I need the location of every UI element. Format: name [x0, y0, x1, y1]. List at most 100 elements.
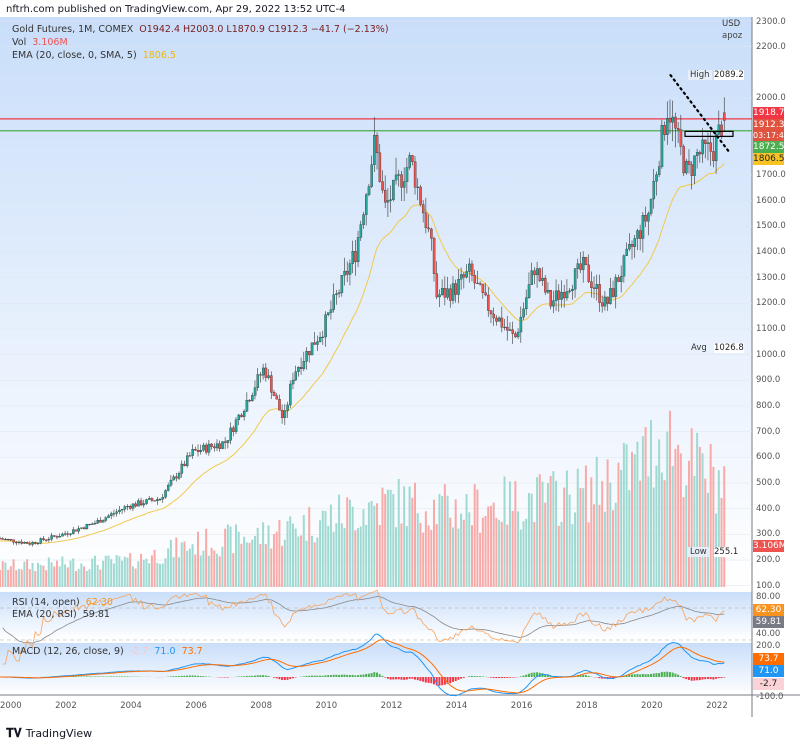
macd-histogram-bar [172, 676, 175, 677]
macd-histogram-bar [511, 677, 514, 678]
candle [660, 125, 664, 167]
candle [549, 290, 552, 307]
legend-rsi: RSI (14, open) 62.30 [12, 597, 113, 608]
macd-histogram-bar [715, 677, 718, 679]
volume-bar [435, 524, 438, 587]
macd-histogram-bar [411, 677, 414, 679]
volume-bar [281, 545, 284, 587]
macd-histogram-bar [723, 677, 726, 678]
volume-bar [506, 524, 509, 587]
volume-bar [457, 528, 460, 587]
year-tick: 2022 [706, 701, 728, 711]
volume-bar [17, 568, 20, 587]
volume-bar [216, 553, 218, 587]
macd-histogram-bar [91, 676, 94, 677]
candle [332, 294, 335, 310]
volume-bar [42, 565, 45, 587]
candle [131, 503, 135, 509]
macd-histogram-bar [446, 677, 449, 684]
macd-histogram-bar [327, 675, 330, 677]
volume-bar [129, 552, 132, 587]
candle [191, 448, 194, 456]
macd-histogram-bar [489, 677, 492, 678]
avg-label: Avg [691, 343, 707, 353]
candle [432, 238, 436, 274]
low-value: 255.1 [714, 547, 739, 557]
chart-svg[interactable] [0, 17, 800, 717]
candle [443, 288, 447, 298]
macd-histogram-bar [476, 676, 479, 677]
candle [232, 427, 235, 432]
candle [321, 336, 325, 338]
candle [256, 374, 260, 388]
candle [568, 290, 571, 292]
volume-bar [639, 480, 642, 587]
candle [617, 277, 620, 282]
candle [264, 367, 268, 378]
axis-currency: USD [722, 19, 741, 29]
candle [459, 274, 463, 280]
candle [655, 174, 658, 182]
candle [289, 383, 292, 406]
year-tick: 2006 [185, 701, 207, 711]
macd-histogram-bar [389, 677, 392, 680]
candle [210, 443, 213, 447]
volume-bar [348, 499, 351, 587]
volume-bar [668, 410, 671, 587]
candle [204, 444, 208, 453]
candle [611, 288, 615, 297]
volume-bar [631, 451, 634, 587]
candle [4, 538, 7, 541]
volume-bar [169, 539, 172, 587]
macd-histogram-bar [706, 677, 709, 680]
volume-bar [232, 553, 235, 587]
macd-histogram-bar [587, 675, 590, 677]
candle [389, 199, 392, 201]
volume-bar [416, 513, 419, 587]
candle [384, 189, 387, 203]
price-tick: 1300.0 [756, 272, 786, 283]
candle [449, 288, 452, 301]
candle [693, 155, 696, 176]
macd-histogram-bar [598, 677, 601, 679]
macd-histogram-bar [251, 675, 254, 677]
macd-histogram-bar [373, 672, 376, 677]
candle [85, 524, 89, 530]
volume-bar [685, 485, 688, 587]
candle [120, 509, 124, 511]
volume-bar [291, 523, 294, 587]
price-tick: 800.0 [756, 401, 781, 412]
macd-histogram-bar [169, 676, 172, 677]
macd-histogram-bar [655, 673, 658, 677]
volume-bar [587, 522, 590, 587]
volume-bar [395, 527, 398, 587]
candle [340, 275, 344, 293]
price-tick: 1600.0 [756, 195, 786, 206]
tradingview-logo[interactable]: 𝐓𝐕 TradingView [6, 726, 92, 741]
volume-bar [460, 513, 463, 587]
volume-bar [329, 504, 332, 587]
volume-bar [386, 489, 389, 587]
volume-bar [256, 527, 259, 587]
volume-bar [565, 470, 568, 587]
volume-bar [555, 480, 558, 587]
macd-histogram-bar [305, 675, 308, 677]
candle [267, 375, 270, 378]
macd-histogram-bar [601, 677, 604, 679]
chart-area[interactable]: Gold Futures, 1M, COMEX O1942.4 H2003.0 … [0, 17, 800, 717]
volume-bar [39, 564, 42, 587]
candle [552, 300, 555, 307]
year-tick: 2008 [250, 701, 273, 711]
candle [508, 329, 512, 331]
macd-histogram-bar [525, 674, 528, 677]
volume-bar [96, 564, 99, 587]
candle [462, 274, 466, 278]
candle [704, 139, 707, 144]
macd-histogram-bar [609, 677, 612, 679]
macd-histogram-bar [281, 677, 284, 680]
volume-bar [641, 436, 644, 587]
volume-bar [397, 478, 400, 587]
volume-bar [492, 502, 495, 587]
macd-histogram-bar [500, 677, 503, 679]
candle [554, 290, 558, 301]
